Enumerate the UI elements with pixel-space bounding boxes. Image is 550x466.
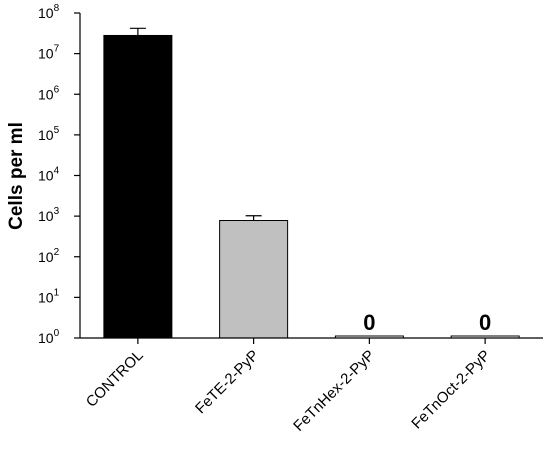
y-tick-label: 107 <box>38 44 60 62</box>
y-tick-label: 105 <box>38 125 60 143</box>
y-tick-label: 102 <box>38 247 60 265</box>
x-tick-label: FeTnOct-2-PyP <box>408 347 494 433</box>
x-tick-label: FeTnHex-2-PyP <box>290 347 378 435</box>
error-bars <box>129 27 262 221</box>
data-label: 0 <box>479 310 491 335</box>
data-label: 0 <box>363 310 375 335</box>
bar-fete-2-pyp <box>219 220 289 339</box>
y-tick-label: 108 <box>38 3 60 21</box>
y-tick-label: 106 <box>38 84 60 102</box>
y-tick-label: 103 <box>38 206 60 224</box>
y-axis-label: Cells per ml <box>6 122 27 230</box>
x-tick-label: CONTROL <box>83 347 147 411</box>
y-axis: 100 101 102 103 104 105 106 107 108 <box>38 3 81 346</box>
bars <box>103 34 520 339</box>
x-tick-label: FeTE-2-PyP <box>192 347 262 417</box>
y-tick-label: 104 <box>38 166 60 184</box>
y-tick-label: 101 <box>38 287 60 305</box>
x-axis: CONTROL FeTE-2-PyP FeTnHex-2-PyP FeTnOct-2-… <box>80 337 543 435</box>
y-tick-label: 100 <box>38 328 60 346</box>
bar-control <box>103 34 173 339</box>
